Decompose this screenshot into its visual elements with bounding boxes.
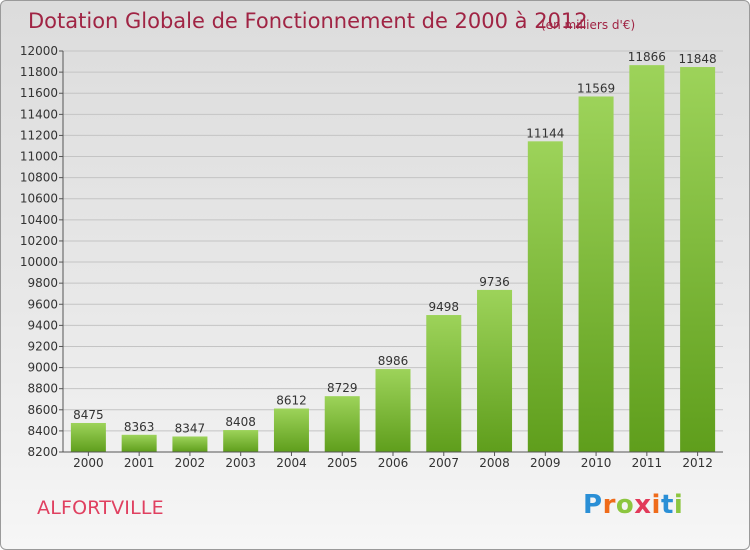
logo-letter: r	[602, 490, 616, 520]
y-tick-label: 9600	[27, 297, 58, 311]
data-label: 8986	[378, 354, 409, 368]
y-tick-label: 8400	[27, 424, 58, 438]
y-tick-label: 11200	[20, 128, 58, 142]
x-tick-label: 2010	[581, 456, 612, 470]
y-tick-label: 8600	[27, 403, 58, 417]
y-tick-label: 11000	[20, 150, 58, 164]
x-tick-label: 2007	[428, 456, 459, 470]
data-label: 11144	[526, 126, 564, 140]
data-label: 8408	[225, 415, 256, 429]
y-axis-labels: 8200 8400 8600 8800 9000 9200 9400 9600 9800 1000…	[20, 44, 58, 459]
bar[interactable]	[324, 396, 360, 452]
bars	[70, 65, 716, 453]
y-tick-label: 8200	[27, 445, 58, 459]
y-tick-label: 10400	[20, 213, 58, 227]
y-tick-label: 10000	[20, 255, 58, 269]
x-tick-label: 2003	[225, 456, 256, 470]
chart-unit: (en milliers d'€)	[541, 18, 636, 32]
x-tick-label: 2002	[175, 456, 206, 470]
logo-letter: x	[634, 490, 652, 520]
data-label: 9736	[479, 275, 510, 289]
bar[interactable]	[70, 422, 106, 452]
bar[interactable]	[680, 67, 716, 452]
bar[interactable]	[121, 434, 157, 452]
data-label: 8729	[327, 381, 358, 395]
axes	[62, 51, 723, 453]
logo-letter: P	[583, 490, 603, 520]
logo-letter: i	[673, 490, 684, 520]
data-label: 11569	[577, 81, 615, 95]
y-tick-label: 9000	[27, 361, 58, 375]
data-label: 11866	[628, 50, 666, 64]
y-tick-label: 11400	[20, 107, 58, 121]
bar[interactable]	[172, 436, 208, 452]
chart-title: Dotation Globale de Fonctionnement de 20…	[28, 9, 588, 33]
bar[interactable]	[578, 96, 614, 452]
y-tick-label: 12000	[20, 44, 58, 58]
data-label: 8347	[175, 421, 206, 435]
y-tick-label: 9800	[27, 276, 58, 290]
x-tick-label: 2000	[73, 456, 104, 470]
data-label: 11848	[679, 52, 717, 66]
x-tick-label: 2009	[530, 456, 561, 470]
logo-letter: i	[651, 490, 661, 520]
bar[interactable]	[629, 65, 665, 452]
x-tick-label: 2001	[124, 456, 155, 470]
logo-letter: t	[660, 490, 674, 520]
y-tick-label: 8800	[27, 382, 58, 396]
y-tick-label: 9200	[27, 339, 58, 353]
data-label: 8612	[276, 394, 307, 408]
x-axis-labels: 2000 2001 2002 2003 2004 2005 2006 2007 2008 2009…	[73, 452, 713, 470]
proxiti-logo[interactable]: Proxiti	[583, 490, 683, 520]
y-tick-label: 9400	[27, 318, 58, 332]
bar[interactable]	[426, 315, 462, 452]
bar[interactable]	[477, 289, 513, 452]
x-tick-label: 2006	[378, 456, 409, 470]
bar[interactable]	[223, 430, 259, 452]
y-tick-label: 10800	[20, 171, 58, 185]
data-label: 9498	[428, 300, 459, 314]
bar[interactable]	[375, 369, 411, 452]
x-tick-label: 2004	[276, 456, 307, 470]
x-tick-label: 2008	[479, 456, 510, 470]
city-name: ALFORTVILLE	[37, 497, 164, 519]
bar[interactable]	[527, 141, 563, 453]
value-labels: 8475 8363 8347 8408 8612 8729 8986 9498 9736 1114…	[73, 50, 717, 435]
data-label: 8363	[124, 420, 155, 434]
logo-letter: o	[615, 490, 635, 520]
x-tick-label: 2005	[327, 456, 358, 470]
y-tick-label: 11600	[20, 86, 58, 100]
x-tick-label: 2011	[632, 456, 663, 470]
data-label: 8475	[73, 408, 104, 422]
y-tick-label: 11800	[20, 65, 58, 79]
y-tick-label: 10200	[20, 234, 58, 248]
y-tick-label: 10600	[20, 192, 58, 206]
x-tick-label: 2012	[682, 456, 713, 470]
bar[interactable]	[273, 408, 309, 452]
